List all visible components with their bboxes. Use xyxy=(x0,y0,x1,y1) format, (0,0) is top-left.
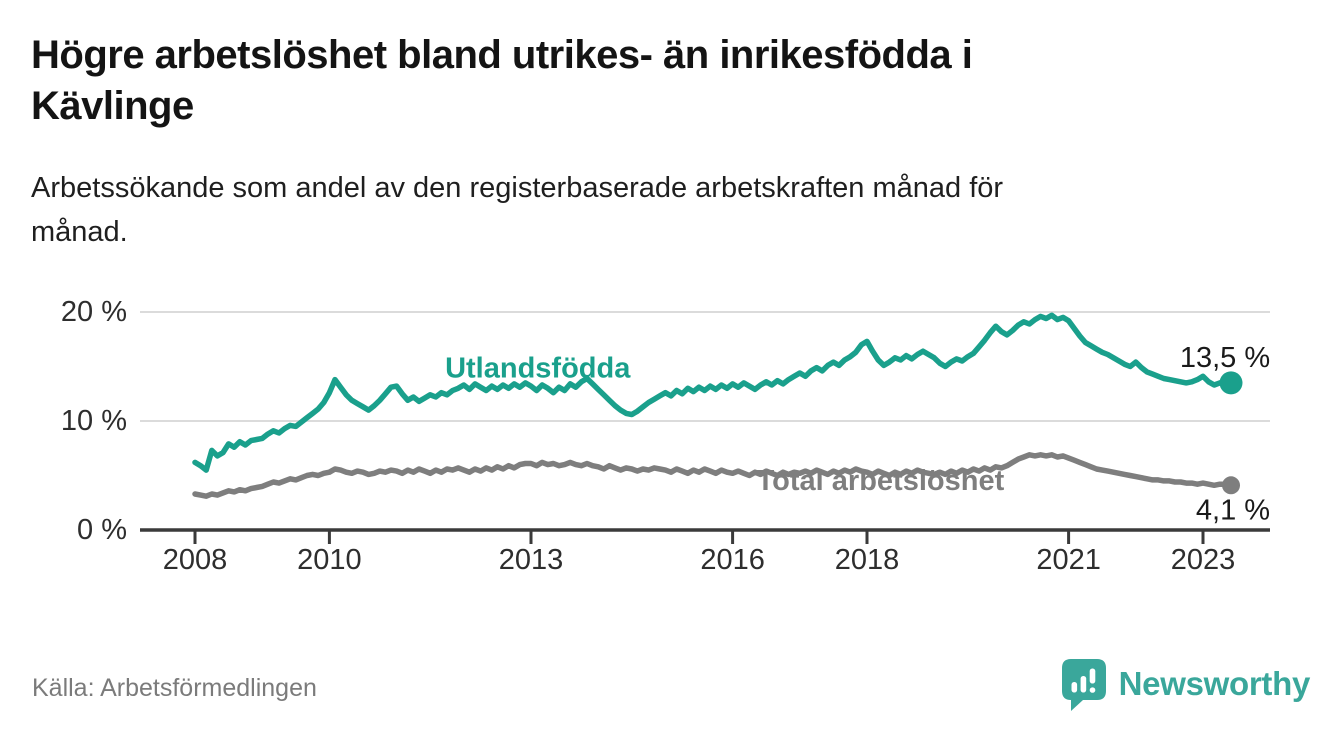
page-title: Högre arbetslöshet bland utrikes- än inr… xyxy=(31,33,973,128)
newsworthy-logo-icon xyxy=(1061,659,1106,711)
page-subtitle: Arbetssökande som andel av den registerb… xyxy=(31,172,1004,248)
x-axis-label-2010: 2010 xyxy=(297,544,362,576)
end-dot-utlandsfodda xyxy=(1219,371,1243,395)
newsworthy-logo: Newsworthy xyxy=(1060,656,1310,712)
x-axis-label-2008: 2008 xyxy=(163,544,228,576)
series-line-total xyxy=(192,452,1234,499)
end-dot-total xyxy=(1222,476,1240,495)
y-axis-label-20: 20 % xyxy=(61,296,127,328)
x-axis-label-2016: 2016 xyxy=(700,544,765,576)
y-axis-label-10: 10 % xyxy=(61,405,127,437)
x-axis-label-2013: 2013 xyxy=(499,544,564,576)
line-chart: 0 % 10 % 20 % 2008 2010 2013 2016 2018 2021 2023 U… xyxy=(61,296,1270,576)
source-note: Källa: Arbetsförmedlingen xyxy=(32,674,317,702)
end-value-label-total: 4,1 % xyxy=(1196,494,1270,526)
x-axis-label-2018: 2018 xyxy=(835,544,900,576)
x-axis-label-2023: 2023 xyxy=(1171,544,1236,576)
x-axis-label-2021: 2021 xyxy=(1036,544,1101,576)
series-label-utlandsfodda: Utlandsfödda xyxy=(445,353,631,385)
series-label-total: Total arbetslöshet xyxy=(757,465,1005,497)
end-value-label-utlandsfodda: 13,5 % xyxy=(1180,342,1270,374)
series-line-utlandsfodda xyxy=(192,312,1234,473)
y-axis-label-0: 0 % xyxy=(77,514,127,546)
newsworthy-logo-text: Newsworthy xyxy=(1118,665,1311,702)
